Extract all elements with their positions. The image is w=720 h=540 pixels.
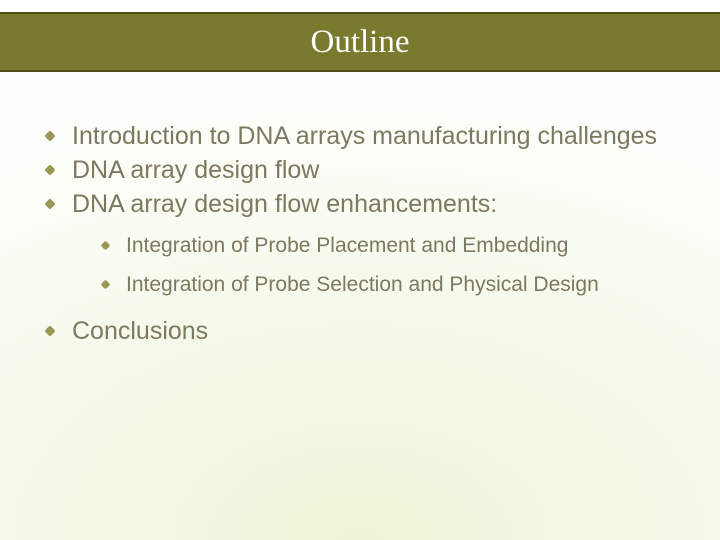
slide-title: Outline [311,24,410,61]
bullet-text: Introduction to DNA arrays manufacturing… [72,122,657,150]
bullet-text: Conclusions [72,317,208,345]
sub-bullet-item: Integration of Probe Selection and Physi… [102,269,680,302]
bullet-text: DNA array design flow enhancements: [72,190,497,218]
slide: Outline Introduction to DNA arrays manuf… [0,0,720,540]
bullet-item: Conclusions [46,315,680,347]
sub-bullet-list: Integration of Probe Placement and Embed… [72,230,680,301]
bullet-item: Introduction to DNA arrays manufacturing… [46,120,680,152]
bullet-text: DNA array design flow [72,156,319,184]
sub-bullet-text: Integration of Probe Placement and Embed… [126,234,568,257]
bullet-item: DNA array design flow [46,154,680,186]
sub-bullet-text: Integration of Probe Selection and Physi… [126,273,599,296]
bullet-item: DNA array design flow enhancements: Inte… [46,188,680,301]
title-bar: Outline [0,12,720,72]
bullet-list: Introduction to DNA arrays manufacturing… [46,120,680,347]
slide-body: Introduction to DNA arrays manufacturing… [46,120,680,349]
sub-bullet-item: Integration of Probe Placement and Embed… [102,230,680,263]
